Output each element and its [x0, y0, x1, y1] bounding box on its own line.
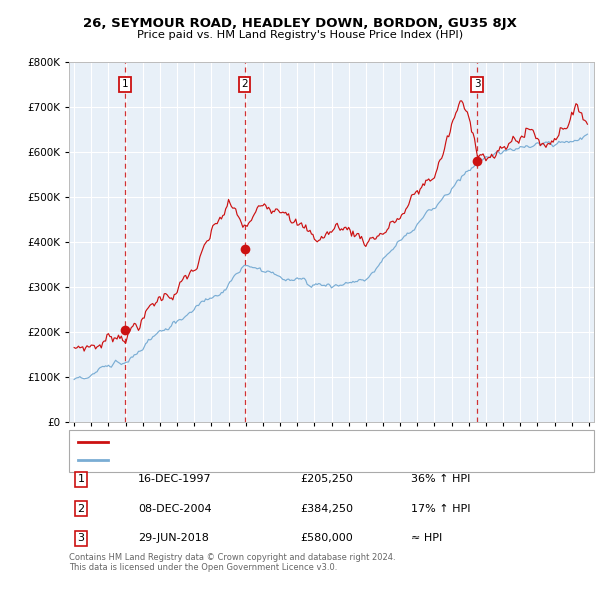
- Text: Contains HM Land Registry data © Crown copyright and database right 2024.
This d: Contains HM Land Registry data © Crown c…: [69, 553, 395, 572]
- Text: 3: 3: [77, 533, 85, 543]
- Text: 29-JUN-2018: 29-JUN-2018: [138, 533, 209, 543]
- Text: 26, SEYMOUR ROAD, HEADLEY DOWN, BORDON, GU35 8JX: 26, SEYMOUR ROAD, HEADLEY DOWN, BORDON, …: [83, 17, 517, 30]
- Text: Price paid vs. HM Land Registry's House Price Index (HPI): Price paid vs. HM Land Registry's House …: [137, 30, 463, 40]
- Text: 1: 1: [77, 474, 85, 484]
- Text: 26, SEYMOUR ROAD, HEADLEY DOWN, BORDON, GU35 8JX (detached house): 26, SEYMOUR ROAD, HEADLEY DOWN, BORDON, …: [113, 437, 490, 447]
- Text: 17% ↑ HPI: 17% ↑ HPI: [411, 504, 470, 513]
- Text: £384,250: £384,250: [300, 504, 353, 513]
- Text: 2: 2: [241, 80, 248, 90]
- Text: £580,000: £580,000: [300, 533, 353, 543]
- Text: 08-DEC-2004: 08-DEC-2004: [138, 504, 212, 513]
- Text: 36% ↑ HPI: 36% ↑ HPI: [411, 474, 470, 484]
- Text: 16-DEC-1997: 16-DEC-1997: [138, 474, 212, 484]
- Text: 1: 1: [122, 80, 128, 90]
- Text: £205,250: £205,250: [300, 474, 353, 484]
- Text: ≈ HPI: ≈ HPI: [411, 533, 442, 543]
- Text: 2: 2: [77, 504, 85, 513]
- Text: HPI: Average price, detached house, East Hampshire: HPI: Average price, detached house, East…: [113, 455, 371, 465]
- Text: 3: 3: [474, 80, 481, 90]
